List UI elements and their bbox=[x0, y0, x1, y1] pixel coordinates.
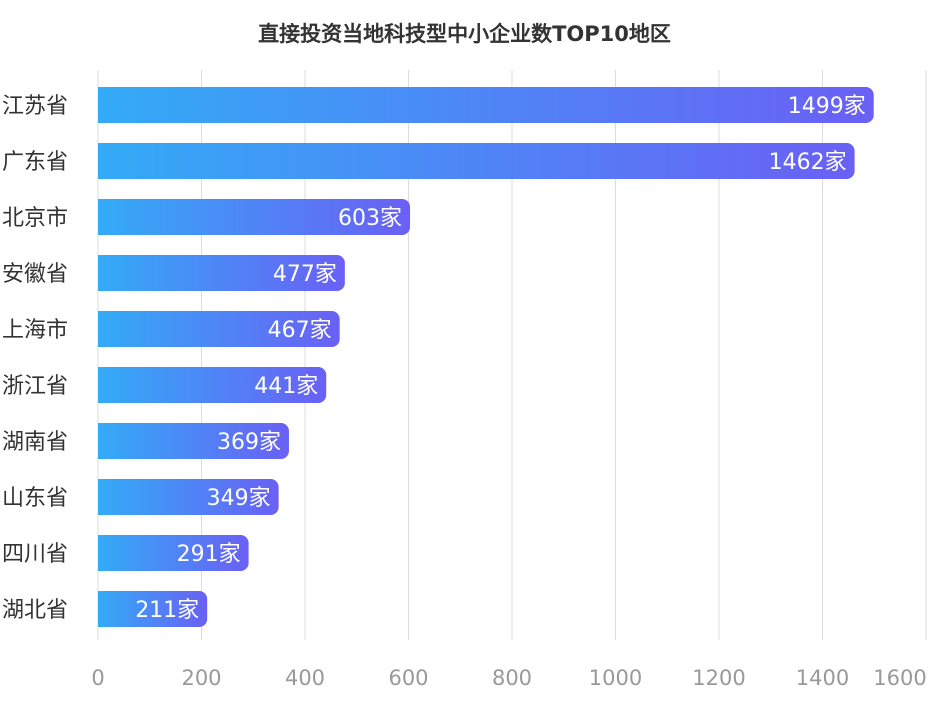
bar-value-label: 211家 bbox=[135, 598, 199, 623]
bar-湖南省 bbox=[98, 423, 289, 459]
bar-value-label: 349家 bbox=[207, 486, 271, 511]
y-category-label: 湖北省 bbox=[2, 598, 68, 623]
x-tick-label: 1600 bbox=[873, 666, 926, 690]
chart-title: 直接投资当地科技型中小企业数TOP10地区 bbox=[258, 22, 671, 46]
bar-value-label: 291家 bbox=[177, 542, 241, 567]
bar-value-label: 1462家 bbox=[769, 150, 847, 175]
bar-value-label: 1499家 bbox=[788, 94, 866, 119]
x-tick-label: 800 bbox=[492, 666, 532, 690]
bar-浙江省 bbox=[98, 367, 327, 403]
y-category-label: 浙江省 bbox=[2, 374, 68, 399]
bar-广东省 bbox=[98, 143, 855, 179]
x-tick-label: 1400 bbox=[796, 666, 849, 690]
bar-安徽省 bbox=[98, 255, 345, 291]
bar-value-label: 603家 bbox=[338, 206, 402, 231]
x-tick-label: 600 bbox=[388, 666, 428, 690]
bar-山东省 bbox=[97, 479, 279, 515]
bar-江苏省 bbox=[98, 87, 874, 123]
y-category-label: 江苏省 bbox=[2, 94, 68, 119]
x-tick-label: 1000 bbox=[589, 666, 642, 690]
y-category-label: 安徽省 bbox=[2, 262, 68, 287]
y-category-label: 湖南省 bbox=[2, 430, 68, 455]
bar-北京市 bbox=[98, 199, 411, 235]
y-category-label: 上海市 bbox=[2, 318, 68, 343]
bar-value-label: 369家 bbox=[217, 430, 281, 455]
bar-value-label: 467家 bbox=[268, 318, 332, 343]
x-tick-label: 1200 bbox=[692, 666, 745, 690]
x-tick-label: 400 bbox=[285, 666, 325, 690]
x-tick-label: 0 bbox=[91, 666, 104, 690]
bar-上海市 bbox=[97, 311, 340, 347]
bar-四川省 bbox=[98, 535, 249, 571]
y-category-label: 四川省 bbox=[2, 542, 68, 567]
x-tick-label: 200 bbox=[181, 666, 221, 690]
bar-value-label: 441家 bbox=[254, 374, 318, 399]
y-category-label: 北京市 bbox=[2, 206, 68, 231]
y-category-label: 广东省 bbox=[2, 150, 68, 175]
bar-value-label: 477家 bbox=[273, 262, 337, 287]
bar-湖北省 bbox=[98, 591, 208, 627]
y-category-label: 山东省 bbox=[2, 486, 68, 511]
